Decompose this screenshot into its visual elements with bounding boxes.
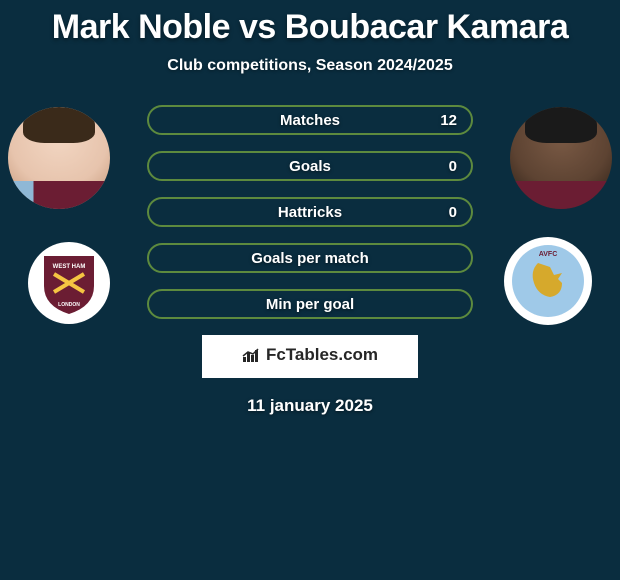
comparison-title: Mark Noble vs Boubacar Kamara [0, 0, 620, 47]
aston-villa-crest-icon: AVFC [510, 243, 586, 319]
snapshot-date: 11 january 2025 [0, 378, 620, 416]
player-right-hair [525, 107, 596, 143]
stat-label: Goals per match [251, 250, 369, 267]
player-left-avatar [8, 107, 110, 209]
stat-value: 0 [449, 158, 457, 175]
main-area: WEST HAM LONDON AVFC Matches 12 Goals 0 … [0, 105, 620, 416]
fctables-logo-text: FcTables.com [266, 345, 378, 364]
player-right-avatar [510, 107, 612, 209]
stats-column: Matches 12 Goals 0 Hattricks 0 Goals per… [147, 105, 473, 319]
svg-text:WEST HAM: WEST HAM [53, 264, 86, 270]
svg-text:LONDON: LONDON [58, 302, 80, 308]
bar-chart-icon [242, 347, 262, 368]
player-right-face [510, 107, 612, 209]
player-left-face [8, 107, 110, 209]
stat-label: Min per goal [266, 296, 354, 313]
stat-label: Matches [280, 112, 340, 129]
stat-label: Hattricks [278, 204, 342, 221]
stat-bar-goals-per-match: Goals per match [147, 243, 473, 273]
fctables-logo-box: FcTables.com [202, 335, 418, 378]
stat-value: 12 [440, 112, 457, 129]
stat-bar-hattricks: Hattricks 0 [147, 197, 473, 227]
stat-bar-min-per-goal: Min per goal [147, 289, 473, 319]
west-ham-crest-icon: WEST HAM LONDON [34, 248, 104, 318]
stat-bar-goals: Goals 0 [147, 151, 473, 181]
player-right-shirt [510, 181, 612, 209]
stat-value: 0 [449, 204, 457, 221]
stat-label: Goals [289, 158, 331, 175]
stat-bar-matches: Matches 12 [147, 105, 473, 135]
club-badge-right: AVFC [504, 237, 592, 325]
svg-text:AVFC: AVFC [539, 251, 558, 258]
subtitle: Club competitions, Season 2024/2025 [0, 47, 620, 75]
player-left-hair [23, 107, 94, 143]
player-left-shirt [8, 181, 110, 209]
club-badge-left: WEST HAM LONDON [28, 242, 110, 324]
